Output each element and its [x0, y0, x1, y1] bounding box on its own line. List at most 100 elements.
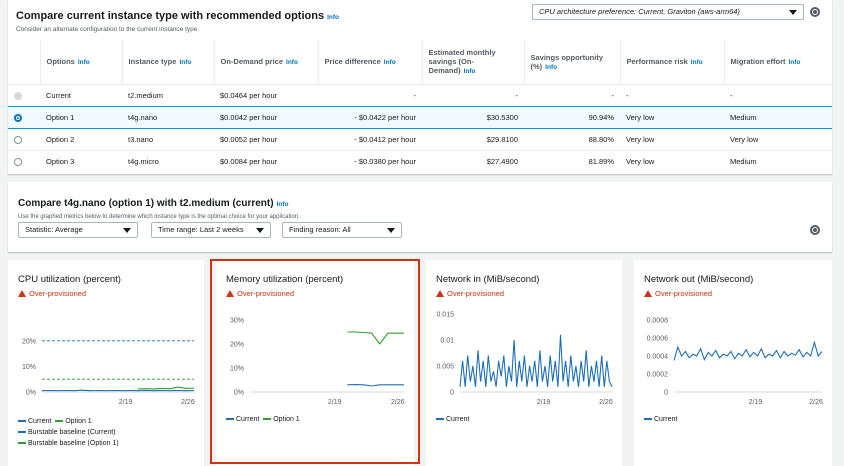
column-header: Price difference Info	[318, 40, 423, 84]
y-tick-label: 0.0006	[647, 336, 669, 343]
option-radio	[14, 91, 22, 100]
y-tick-label: 30%	[230, 318, 244, 325]
compare-subtitle: Use the graphed metrics below to determi…	[18, 214, 300, 220]
status-warning: Over-provisioned	[644, 289, 712, 298]
highlight-box	[210, 259, 420, 464]
select-column-header	[8, 40, 41, 84]
chart-title: Network out (MiB/second)	[644, 274, 754, 285]
table-header-row: Options Info Instance type Info On-Demand …	[8, 40, 832, 84]
x-tick-label: 2/19	[328, 399, 342, 406]
chart-legend: Current	[644, 416, 677, 423]
warning-icon	[644, 290, 652, 297]
x-tick-label: 2/26	[391, 399, 405, 406]
series-line-current	[673, 340, 823, 361]
column-header: Options Info	[40, 40, 123, 84]
x-tick-label: 2/19	[537, 399, 551, 406]
gear-icon[interactable]	[810, 7, 820, 17]
y-tick-label: 0%	[26, 390, 36, 397]
chart-legend: Current Option 1 Burstable baseline (Cur…	[18, 416, 119, 449]
y-tick-label: 0.01	[440, 338, 454, 345]
series-line-current	[41, 389, 195, 392]
y-tick-label: 0.015	[436, 312, 454, 319]
column-header: Estimated monthly savings (On-Demand) Inf…	[422, 40, 525, 84]
legend-baseline-current: Burstable baseline (Current)	[28, 429, 116, 436]
network-out-chart-card: Network out (MiB/second) Over-provisione…	[634, 260, 832, 466]
cpu-architecture-select[interactable]: CPU architecture preference: Current, Gr…	[532, 4, 804, 20]
status-warning: Over-provisioned	[18, 289, 86, 298]
chart-title: Network in (MiB/second)	[436, 274, 540, 285]
option-radio[interactable]	[14, 113, 22, 122]
time-range-select[interactable]: Time range: Last 2 weeks	[151, 222, 271, 238]
series-line-current	[347, 384, 404, 387]
legend-option1: Option 1	[65, 418, 92, 425]
chart-title: Memory utilization (percent)	[226, 274, 344, 285]
column-header: Performance risk Info	[620, 40, 725, 84]
column-header: Instance type Info	[122, 40, 215, 84]
y-tick-label: 0.0002	[647, 372, 669, 379]
finding-reason-select[interactable]: Finding reason: All	[282, 222, 402, 238]
memory-chart-card: Memory utilization (percent) Over-provis…	[216, 260, 414, 466]
recommendations-title: Compare current instance type with recom…	[16, 10, 325, 22]
recommendations-panel: Compare current instance type with recom…	[8, 0, 832, 174]
x-tick-label: 2/19	[749, 399, 763, 406]
chevron-down-icon	[789, 10, 797, 15]
y-tick-label: 0	[664, 390, 668, 397]
compare-header: Compare t4g.nano (option 1) with t2.medi…	[18, 193, 300, 220]
y-tick-label: 0%	[234, 390, 244, 397]
series-line-current	[459, 334, 613, 388]
column-header: Migration effort Info	[730, 57, 801, 67]
chart-title: CPU utilization (percent)	[18, 274, 121, 285]
chevron-down-icon	[387, 228, 395, 233]
y-tick-label: 10%	[230, 366, 244, 373]
y-tick-label: 0.0004	[647, 354, 669, 361]
legend-current: Current	[654, 416, 678, 423]
network-in-chart-card: Network in (MiB/second) Over-provisioned…	[426, 260, 622, 466]
gear-icon[interactable]	[810, 225, 820, 235]
column-header: On-Demand price Info	[214, 40, 319, 84]
recommendations-header: Compare current instance type with recom…	[16, 6, 339, 33]
legend-option1: Option 1	[273, 416, 300, 423]
legend-current: Current	[28, 418, 52, 425]
table-row[interactable]: Option 3 t4g.micro $0.0084 per hour - $0…	[8, 149, 832, 172]
compare-title: Compare t4g.nano (option 1) with t2.medi…	[18, 198, 274, 209]
y-tick-label: 20%	[230, 342, 244, 349]
status-warning: Over-provisioned	[436, 289, 504, 298]
warning-icon	[18, 290, 26, 297]
chevron-down-icon	[123, 228, 131, 233]
network-out-chart: 0 0.0002 0.0004 0.0006 0.0008 2/19 2/26	[647, 318, 823, 407]
table-row[interactable]: Option 2 t3.nano $0.0052 per hour - $0.0…	[8, 127, 832, 150]
compare-info-link[interactable]: Info	[276, 201, 289, 208]
x-tick-label: 2/26	[599, 399, 613, 406]
y-tick-label: 0.0008	[647, 318, 669, 325]
warning-icon	[436, 290, 444, 297]
memory-chart: 0% 10% 20% 30% 2/19 2/26	[230, 318, 405, 407]
legend-current: Current	[446, 416, 470, 423]
legend-current: Current	[236, 416, 260, 423]
x-tick-label: 2/19	[119, 399, 133, 406]
option-radio[interactable]	[14, 157, 22, 166]
legend-baseline-option1: Burstable baseline (Option 1)	[28, 440, 119, 447]
compare-panel: Compare t4g.nano (option 1) with t2.medi…	[8, 182, 832, 252]
chart-legend: Current Option 1	[226, 416, 300, 423]
cpu-architecture-value: CPU architecture preference: Current, Gr…	[539, 7, 740, 16]
status-warning: Over-provisioned	[226, 289, 294, 298]
recommendations-info-link[interactable]: Info	[327, 14, 339, 21]
series-line-option1	[347, 331, 404, 345]
statistic-select[interactable]: Statistic: Average	[18, 222, 138, 238]
table-row[interactable]: Option 1 t4g.nano $0.0042 per hour - $0.…	[8, 105, 832, 129]
x-tick-label: 2/26	[809, 399, 823, 406]
table-row[interactable]: Current t2.medium $0.0464 per hour - - -…	[8, 83, 832, 106]
network-in-chart: 0 0.005 0.01 0.015 2/19 2/26	[436, 312, 613, 407]
chevron-down-icon	[256, 228, 264, 233]
cpu-chart-card: CPU utilization (percent) Over-provision…	[8, 260, 204, 466]
option-radio[interactable]	[14, 135, 22, 144]
x-tick-label: 2/26	[181, 399, 195, 406]
cpu-chart: 0% 10% 20% 2/19 2/26	[22, 338, 195, 406]
warning-icon	[226, 290, 234, 297]
chart-legend: Current	[436, 416, 469, 423]
column-header: Savings opportunity (%) Info	[524, 40, 621, 84]
y-tick-label: 0	[450, 390, 454, 397]
recommendations-subtitle: Consider an alternate configuration to t…	[16, 26, 200, 33]
y-tick-label: 20%	[22, 338, 36, 345]
y-tick-label: 10%	[22, 364, 36, 371]
